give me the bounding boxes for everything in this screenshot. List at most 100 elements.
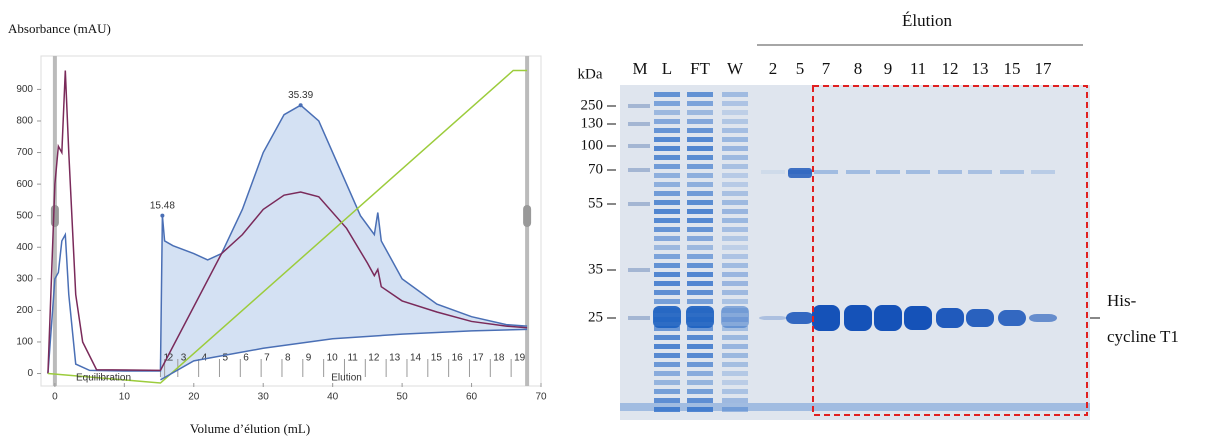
lane-band [653, 306, 681, 328]
smear-band [722, 380, 748, 385]
smear-band [654, 380, 680, 385]
peak-annotation: 15.48 [150, 200, 175, 211]
smear-band [654, 182, 680, 187]
smear-band [687, 128, 713, 133]
fraction-label: 7 [264, 353, 270, 364]
smear-band [654, 155, 680, 160]
smear-band [722, 398, 748, 403]
smear-band [687, 326, 713, 331]
contam-band [968, 170, 992, 174]
band-label: cycline T1 [1107, 327, 1179, 346]
smear-band [687, 164, 713, 169]
smear-band [722, 254, 748, 259]
smear-band [722, 173, 748, 178]
smear-band [722, 209, 748, 214]
smear-band [654, 164, 680, 169]
smear-band [654, 236, 680, 241]
y-tick-label: 300 [16, 273, 33, 284]
ladder-band [628, 202, 650, 206]
y-tick-label: 800 [16, 116, 33, 127]
smear-band [654, 263, 680, 268]
smear-band [722, 326, 748, 331]
lane-label: FT [690, 59, 710, 78]
smear-band [722, 353, 748, 358]
contam-band [814, 170, 838, 174]
smear-band [654, 173, 680, 178]
smear-band [722, 371, 748, 376]
y-tick-label: 0 [27, 368, 33, 379]
fraction-label: 16 [452, 353, 464, 364]
product-band [998, 310, 1026, 326]
smear-band [722, 227, 748, 232]
peak-point [160, 213, 165, 218]
smear-band [687, 245, 713, 250]
smear-band [722, 344, 748, 349]
smear-band [687, 236, 713, 241]
smear-band [722, 164, 748, 169]
ladder-band [628, 144, 650, 148]
smear-band [722, 335, 748, 340]
gel-unit: kDa [578, 66, 603, 82]
marker-label: 25 [588, 309, 603, 325]
smear-band [654, 281, 680, 286]
fraction-label: 2 [168, 353, 174, 364]
fraction-label: 13 [389, 353, 401, 364]
fraction-label: 3 [181, 353, 187, 364]
fraction-label: 4 [202, 353, 208, 364]
gel-title: Élution [902, 11, 953, 30]
y-tick-label: 100 [16, 337, 33, 348]
y-tick-label: 700 [16, 147, 33, 158]
smear-band [722, 128, 748, 133]
smear-band [654, 326, 680, 331]
contam-band [761, 170, 785, 174]
smear-band [654, 299, 680, 304]
contam-band [788, 168, 812, 178]
plot-frame [40, 55, 542, 387]
marker-label: 250 [581, 97, 604, 113]
band-label: His- [1107, 291, 1137, 310]
product-band [904, 306, 932, 330]
smear-band [687, 407, 713, 412]
smear-band [654, 371, 680, 376]
ladder-band [628, 168, 650, 172]
lane-label: W [727, 59, 744, 78]
smear-band [687, 182, 713, 187]
smear-band [687, 353, 713, 358]
lane-label: 12 [942, 59, 959, 78]
smear-band [654, 137, 680, 142]
smear-band [722, 308, 748, 313]
ladder-band [628, 268, 650, 272]
x-tick-label: 50 [397, 392, 409, 403]
fraction-label: 12 [368, 353, 380, 364]
smear-band [687, 371, 713, 376]
series-line [47, 69, 528, 384]
ladder-band [628, 122, 650, 126]
lane-label: 17 [1035, 59, 1053, 78]
smear-band [722, 182, 748, 187]
gel [620, 85, 1090, 420]
fraction-label: 10 [327, 353, 339, 364]
contam-band [846, 170, 870, 174]
lane-label: L [662, 59, 672, 78]
lane-label: 9 [884, 59, 893, 78]
selection-box [812, 85, 1088, 416]
y-axis-title: Absorbance (mAU) [8, 21, 111, 36]
fraction-label: 11 [347, 353, 358, 364]
smear-band [687, 173, 713, 178]
smear-band [687, 209, 713, 214]
smear-band [722, 218, 748, 223]
smear-band [654, 245, 680, 250]
lane-label: 7 [822, 59, 831, 78]
smear-band [687, 380, 713, 385]
smear-band [687, 335, 713, 340]
smear-band [722, 263, 748, 268]
marker-label: 100 [581, 137, 604, 153]
smear-band [687, 137, 713, 142]
product-band [936, 308, 964, 328]
contam-band [906, 170, 930, 174]
smear-band [654, 344, 680, 349]
x-tick-label: 10 [119, 392, 131, 403]
smear-band [722, 200, 748, 205]
